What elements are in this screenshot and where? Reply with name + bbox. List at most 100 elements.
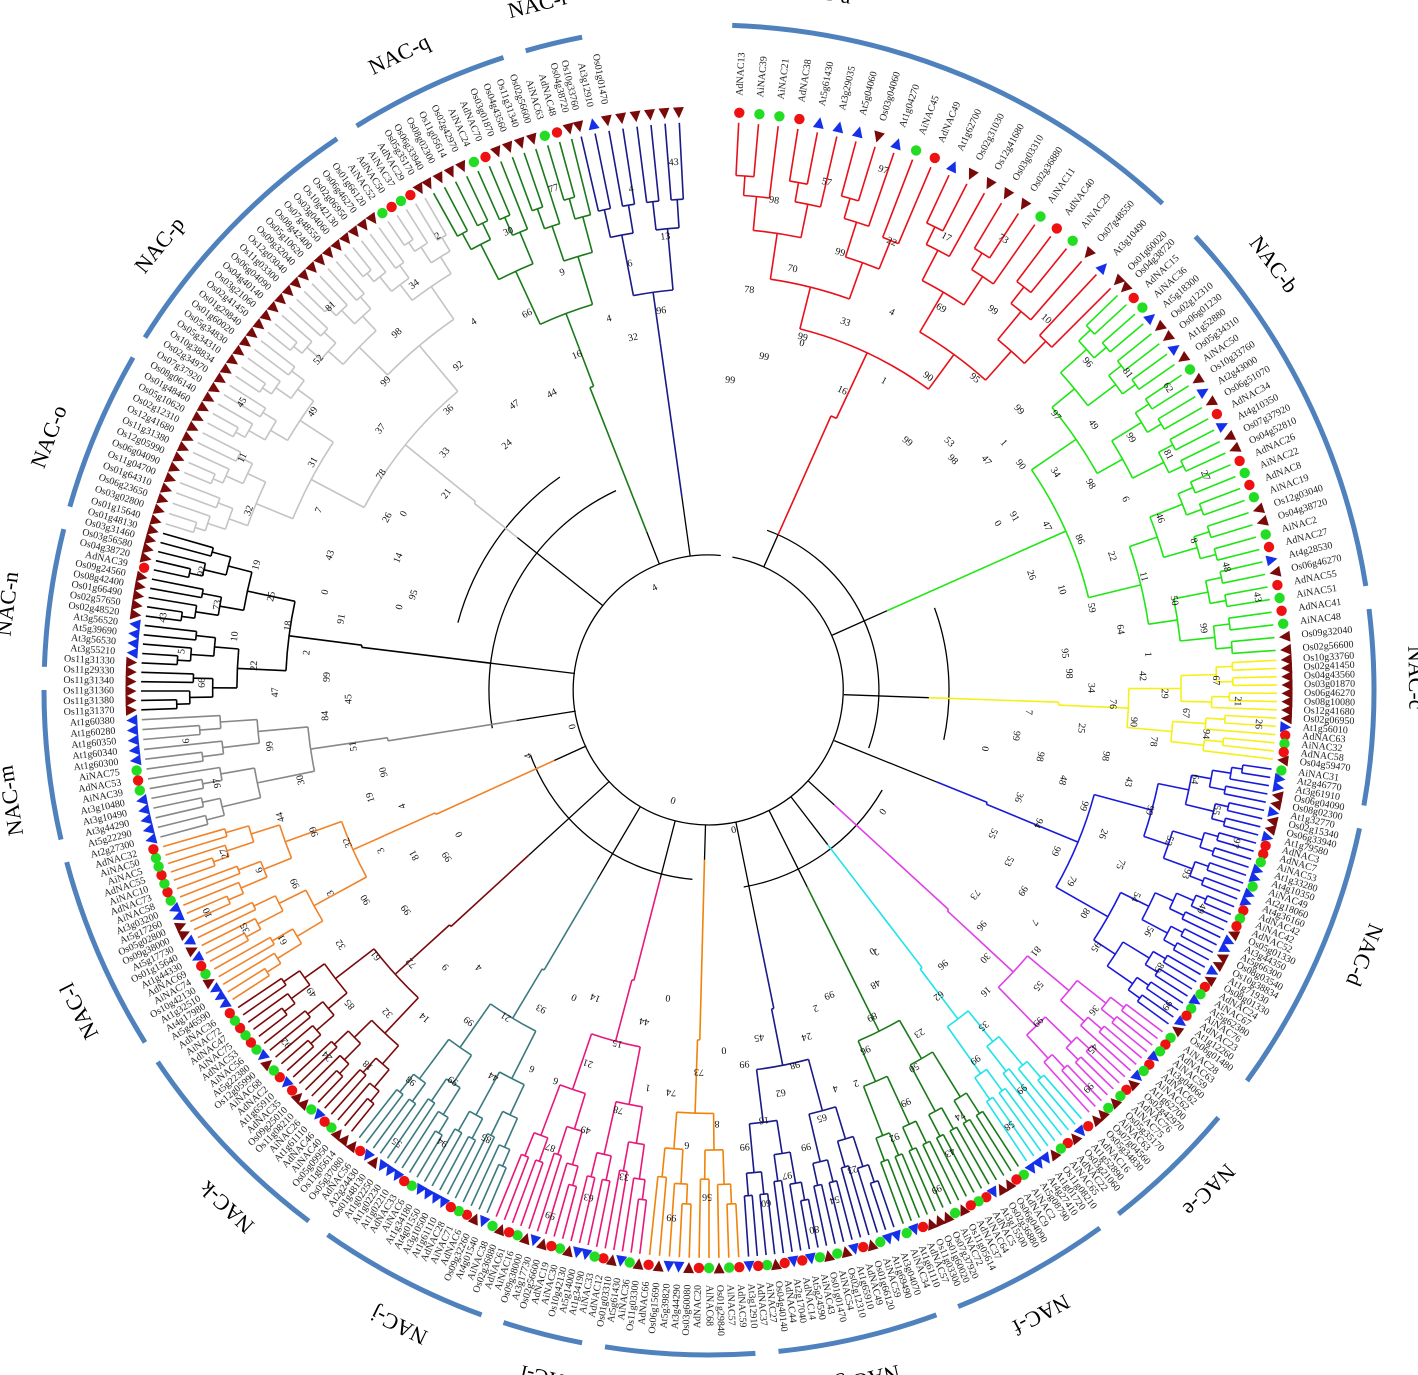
- ai-circle-marker: [1239, 467, 1250, 479]
- internal-branch: [418, 1038, 450, 1080]
- internal-branch: [1058, 704, 1129, 709]
- bootstrap-value: 48: [1056, 774, 1069, 786]
- bootstrap-value: 33: [618, 1170, 630, 1183]
- bootstrap-value: 3: [325, 888, 337, 898]
- leaf-branch: [688, 1204, 692, 1258]
- leaf-label: Os04g43560: [1304, 669, 1355, 681]
- bootstrap-value: 30: [977, 950, 992, 965]
- bootstrap-value: 32: [242, 504, 256, 517]
- bootstrap-value: 85: [343, 997, 358, 1012]
- internal-branch: [1132, 461, 1165, 479]
- leaf-branch: [1150, 981, 1184, 1004]
- leaf-label: At3g55210: [70, 643, 116, 657]
- leaf-branch: [176, 865, 238, 890]
- bootstrap-value: 99: [379, 374, 394, 389]
- os-triangle-marker: [501, 140, 513, 153]
- ai-circle-marker: [153, 861, 164, 872]
- leaf-branch: [260, 340, 296, 368]
- clade-branches: [141, 122, 1278, 1258]
- leaf-branch: [897, 166, 932, 245]
- at-triangle-marker: [1265, 555, 1278, 567]
- leaf-branch: [580, 136, 600, 212]
- bootstrap-value: 45: [1085, 1041, 1100, 1056]
- leaf-branch: [901, 1153, 929, 1215]
- leaf-branch: [857, 146, 876, 202]
- leaf-branch: [416, 1134, 443, 1178]
- internal-branch: [1163, 857, 1193, 870]
- backbone-arc: [933, 607, 950, 741]
- leaf-branch: [1199, 487, 1241, 505]
- clade-arc: [1216, 832, 1220, 841]
- bootstrap-value: 90: [1127, 717, 1139, 728]
- internal-branch: [306, 346, 322, 361]
- ai-circle-marker: [229, 1015, 241, 1026]
- clade-arc: [880, 1158, 889, 1163]
- leaf-branch: [148, 596, 197, 607]
- ai-circle-marker: [1115, 1090, 1126, 1102]
- bootstrap-value: 32: [627, 331, 639, 344]
- internal-branch: [304, 963, 325, 979]
- leaf-label: At3g12910: [745, 1283, 759, 1329]
- internal-branch: [666, 228, 674, 291]
- internal-branch: [1143, 835, 1169, 846]
- backbone-link: [516, 710, 576, 722]
- internal-branch: [925, 226, 936, 245]
- bootstrap-value: 73: [967, 887, 982, 902]
- backbone-link: [808, 780, 835, 806]
- clade-arc: [180, 611, 184, 621]
- ad-circle-marker: [480, 151, 491, 163]
- ad-circle-marker: [245, 1037, 257, 1048]
- at-triangle-marker: [787, 1255, 799, 1268]
- clade-arc: [371, 1019, 400, 1047]
- internal-branch: [1231, 766, 1243, 770]
- internal-branch: [430, 1078, 448, 1102]
- group-arc: [525, 34, 583, 54]
- bootstrap-value: 21: [499, 1009, 513, 1024]
- ai-circle-marker: [589, 1251, 600, 1262]
- at-triangle-marker: [126, 724, 139, 736]
- at-triangle-marker: [127, 638, 139, 650]
- bootstrap-value: 6: [181, 738, 192, 744]
- os-triangle-marker: [225, 353, 239, 365]
- internal-branch: [826, 1159, 834, 1182]
- os-triangle-marker: [1266, 816, 1279, 828]
- at-triangle-marker: [588, 118, 600, 131]
- group-arc: [41, 528, 67, 667]
- backbone-bootstrap: 0: [669, 794, 677, 806]
- leaf-branch: [150, 587, 202, 599]
- bootstrap-value: 3: [375, 846, 387, 855]
- at-triangle-marker: [364, 1148, 375, 1161]
- os-triangle-marker: [1270, 799, 1283, 811]
- at-triangle-marker: [314, 1107, 326, 1120]
- bootstrap-value: 89: [1151, 960, 1166, 974]
- internal-branch: [986, 1045, 1007, 1072]
- internal-branch: [271, 928, 294, 942]
- clade-stem: [543, 879, 598, 971]
- leaf-branch: [973, 202, 1003, 249]
- bootstrap-value: 27: [218, 847, 232, 860]
- leaf-branch: [197, 908, 256, 939]
- internal-branch: [237, 455, 253, 465]
- os-triangle-marker: [266, 301, 279, 313]
- leaf-branch: [142, 724, 200, 731]
- os-triangle-marker: [572, 120, 584, 133]
- group-label: NAC-n: [0, 570, 23, 637]
- ai-circle-marker: [1274, 592, 1285, 604]
- clade-arc: [1157, 418, 1165, 430]
- bootstrap-value: 37: [373, 422, 388, 437]
- leaf-branch: [887, 1159, 913, 1221]
- leaf-branch: [1228, 802, 1265, 812]
- leaf-branch: [726, 1204, 730, 1258]
- os-triangle-marker: [605, 1254, 617, 1267]
- leaf-branch: [1194, 475, 1236, 494]
- internal-branch: [1215, 646, 1232, 650]
- leaf-branch: [1203, 749, 1273, 760]
- backbone-link: [516, 536, 604, 607]
- internal-branch: [203, 568, 227, 576]
- internal-branch: [1180, 636, 1215, 642]
- leaf-branch: [197, 441, 237, 462]
- leaf-branch: [488, 165, 511, 216]
- at-triangle-marker: [804, 1252, 816, 1265]
- bootstrap-value: 62: [1160, 381, 1175, 395]
- internal-branch: [206, 814, 225, 821]
